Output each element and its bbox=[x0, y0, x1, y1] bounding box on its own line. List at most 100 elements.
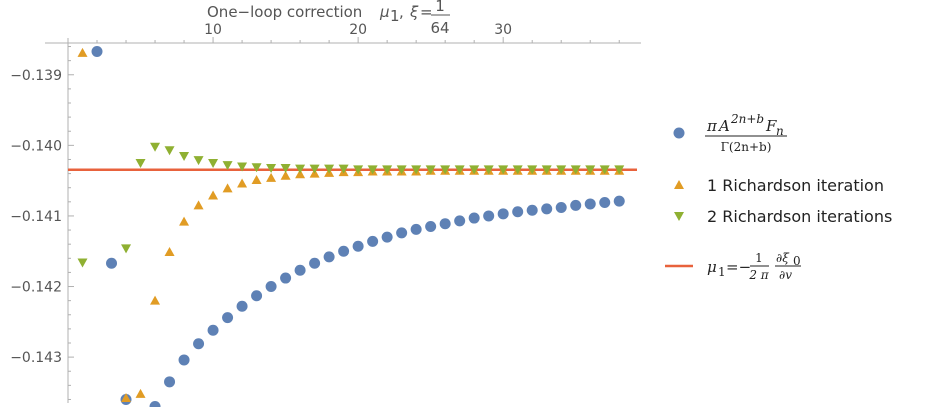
data-point-circle bbox=[526, 204, 538, 216]
data-point-circle bbox=[106, 257, 118, 269]
data-point-circle bbox=[425, 221, 437, 233]
legend-marker-triangle-up bbox=[674, 180, 684, 189]
data-point-triangle-down bbox=[396, 165, 407, 175]
data-point-circle bbox=[323, 251, 335, 263]
data-point-triangle-up bbox=[121, 393, 132, 403]
legend-line-f2-den: ∂v bbox=[779, 268, 792, 282]
data-point-circle bbox=[265, 281, 277, 293]
data-point-triangle-down bbox=[527, 165, 538, 175]
data-point-triangle-up bbox=[193, 200, 204, 210]
data-point-triangle-down bbox=[135, 159, 146, 168]
legend-line-f1-den: 2 π bbox=[748, 268, 769, 282]
title-sep: , bbox=[399, 3, 404, 21]
data-point-circle bbox=[367, 235, 379, 247]
y-tick-label: −0.139 bbox=[10, 68, 62, 84]
legend-item-richardson-1: 1 Richardson iteration bbox=[674, 176, 884, 195]
data-point-triangle-up bbox=[179, 216, 190, 226]
data-point-triangle-down bbox=[541, 165, 552, 175]
title-prefix: One−loop correction bbox=[207, 3, 362, 21]
data-point-triangle-down bbox=[164, 146, 175, 156]
x-tick-label: 30 bbox=[494, 22, 512, 38]
series-richardson-1 bbox=[77, 47, 625, 403]
data-point-triangle-up bbox=[280, 170, 291, 180]
data-point-circle bbox=[236, 300, 248, 312]
y-tick-label: −0.142 bbox=[10, 280, 62, 296]
data-point-circle bbox=[584, 198, 596, 210]
data-point-circle bbox=[410, 223, 422, 235]
data-point-circle bbox=[294, 264, 306, 276]
y-tick-label: −0.143 bbox=[10, 350, 62, 366]
y-tick-label: −0.141 bbox=[10, 209, 62, 225]
data-point-circle bbox=[149, 401, 161, 407]
x-tick-label: 10 bbox=[204, 22, 222, 38]
data-point-triangle-up bbox=[237, 178, 248, 188]
legend-s1-den: Γ(2n+b) bbox=[721, 140, 772, 154]
data-point-triangle-down bbox=[121, 244, 132, 254]
legend-s2-label: 1 Richardson iteration bbox=[707, 176, 884, 195]
legend-line-eq: =− bbox=[726, 258, 751, 276]
chart-title: One−loop correction μ 1 , ξ = 1 64 bbox=[207, 0, 450, 37]
data-point-circle bbox=[178, 354, 190, 366]
title-frac-den: 64 bbox=[430, 19, 449, 37]
data-point-triangle-down bbox=[367, 165, 378, 175]
data-point-triangle-up bbox=[222, 183, 233, 193]
data-point-circle bbox=[381, 231, 393, 243]
title-mu-sub: 1 bbox=[390, 7, 400, 25]
data-point-triangle-down bbox=[309, 164, 320, 174]
data-point-circle bbox=[207, 324, 219, 336]
data-point-circle bbox=[454, 215, 466, 227]
y-tick-label: −0.140 bbox=[10, 138, 62, 154]
data-point-triangle-down bbox=[280, 163, 291, 173]
title-mu: μ bbox=[379, 3, 390, 21]
data-point-triangle-down bbox=[77, 258, 88, 268]
legend-line-f1-num: 1 bbox=[755, 251, 763, 265]
data-point-circle bbox=[309, 257, 321, 269]
title-eq: = bbox=[420, 3, 433, 21]
legend-s1-pi: π bbox=[706, 117, 718, 135]
legend-line-f2-num: ∂ξ bbox=[776, 251, 790, 265]
data-point-circle bbox=[439, 218, 451, 230]
data-point-circle bbox=[164, 376, 176, 388]
data-point-triangle-down bbox=[599, 165, 610, 175]
data-point-circle bbox=[222, 312, 234, 324]
data-point-triangle-down bbox=[338, 164, 349, 174]
data-point-triangle-down bbox=[512, 165, 523, 175]
data-point-circle bbox=[352, 240, 364, 252]
y-ticks: −0.139 −0.140 −0.141 −0.142 −0.143 bbox=[10, 46, 74, 400]
data-point-triangle-down bbox=[237, 162, 248, 172]
data-point-circle bbox=[468, 212, 480, 224]
data-point-circle bbox=[497, 208, 509, 220]
data-point-triangle-up bbox=[150, 295, 161, 305]
data-point-triangle-up bbox=[251, 174, 262, 184]
data-point-circle bbox=[338, 245, 350, 257]
series-scaled-coefficients bbox=[91, 45, 625, 407]
data-point-triangle-up bbox=[164, 246, 175, 256]
title-frac-num: 1 bbox=[435, 0, 445, 15]
legend-line-mu: μ bbox=[707, 258, 717, 276]
data-point-triangle-down bbox=[454, 165, 465, 175]
legend-line-f2-num-sub: 0 bbox=[793, 254, 801, 268]
data-point-triangle-down bbox=[179, 151, 190, 161]
legend: π A 2n+b F n Γ(2n+b) 1 Richardson iterat… bbox=[665, 112, 892, 282]
data-point-circle bbox=[483, 210, 495, 222]
data-point-triangle-down bbox=[570, 165, 581, 175]
data-point-triangle-down bbox=[208, 159, 219, 168]
legend-item-richardson-2: 2 Richardson iterations bbox=[674, 207, 892, 226]
legend-marker-triangle-down bbox=[674, 212, 684, 221]
legend-s1-sub: n bbox=[776, 124, 784, 138]
data-point-circle bbox=[555, 201, 567, 213]
legend-s3-label: 2 Richardson iterations bbox=[707, 207, 892, 226]
title-xi: ξ bbox=[409, 3, 419, 21]
data-point-triangle-down bbox=[324, 164, 335, 174]
legend-s1-A: A bbox=[717, 117, 730, 135]
data-point-triangle-down bbox=[193, 156, 204, 166]
legend-s1-exp: 2n+b bbox=[730, 112, 764, 126]
data-point-triangle-down bbox=[469, 165, 480, 175]
data-point-triangle-down bbox=[440, 165, 451, 175]
legend-item-reference-line: μ 1 =− 1 2 π ∂ξ 0 ∂v bbox=[665, 251, 801, 282]
legend-s1-F: F bbox=[765, 117, 777, 135]
data-point-circle bbox=[280, 272, 292, 284]
data-point-circle bbox=[396, 227, 408, 239]
legend-marker-circle bbox=[673, 127, 685, 139]
data-point-circle bbox=[599, 197, 611, 209]
